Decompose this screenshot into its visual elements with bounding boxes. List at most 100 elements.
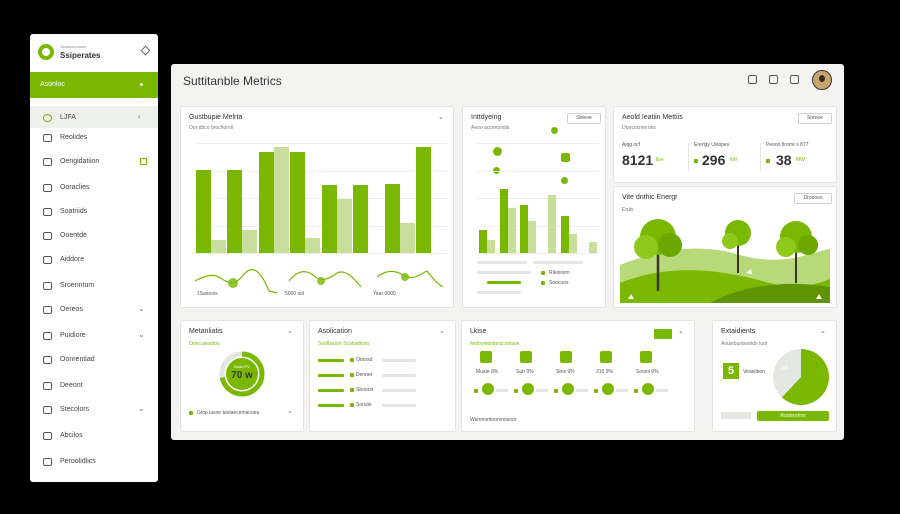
- grid-icon: [43, 158, 52, 166]
- sidebar-item[interactable]: Deeont: [30, 378, 158, 396]
- filter-button[interactable]: Sorooe: [798, 113, 832, 124]
- progress-bar: [487, 281, 521, 284]
- sidebar-subtitle: Ssuosocoosos: [60, 44, 87, 49]
- legend-swatch: [541, 281, 545, 285]
- action-button[interactable]: Rooloorloni: [757, 411, 829, 421]
- chart-bar: [400, 223, 415, 253]
- card-footer: Wsrenoritoorvonsoor: [470, 417, 517, 423]
- sun-icon: [493, 147, 502, 156]
- sidebar-item[interactable]: Ooentde: [30, 228, 158, 246]
- chart-bar: [242, 230, 257, 253]
- stat-label: Aiqg ocf: [622, 142, 641, 148]
- bar: [382, 389, 416, 392]
- list-item-label: Ooorsd: [356, 357, 373, 363]
- sidebar-item-label: Peroolidlics: [60, 458, 96, 465]
- doc-icon: [43, 458, 52, 466]
- globe-icon: [43, 282, 52, 290]
- card-energy: Vite dnthic Energr Eruls Droooos: [613, 186, 837, 308]
- bar: [382, 374, 416, 377]
- gridline: [477, 226, 599, 227]
- chart-bar: [479, 230, 487, 253]
- chevron-down-icon[interactable]: ⌄: [820, 328, 826, 335]
- plant-icon: [482, 383, 494, 395]
- chevron-down-icon[interactable]: ⌄: [138, 304, 145, 313]
- bar: [576, 389, 588, 392]
- sidebar-item[interactable]: Sroenntum: [30, 278, 158, 296]
- leaf-icon: [350, 403, 354, 407]
- sidebar-item[interactable]: LJFA ‹: [30, 110, 158, 128]
- gridline: [477, 198, 599, 199]
- category-value: Muste 8%: [476, 369, 499, 375]
- mini-chart-label: 5000 ool: [285, 291, 305, 297]
- bar: [496, 389, 508, 392]
- page-title: Suttitanble Metrics: [183, 74, 282, 88]
- bolt-icon: [43, 256, 52, 264]
- sidebar-item-label: Puidiore: [60, 332, 86, 339]
- sidebar-item[interactable]: Oereos ⌄: [30, 302, 158, 320]
- sidebar-item-label: LJFA: [60, 114, 76, 121]
- legend-swatch: [541, 271, 545, 275]
- card-application: Asolication Sooflasore Scoloatition ⌄ Oo…: [309, 320, 456, 432]
- chevron-down-icon[interactable]: ⌄: [678, 328, 684, 335]
- category-value: 216 9%: [596, 369, 613, 375]
- sidebar-item-active[interactable]: Asonloc: [30, 72, 158, 98]
- list-item[interactable]: Denner: [310, 370, 455, 382]
- chevron-down-icon[interactable]: ⌄: [138, 404, 145, 413]
- chart-bar: [337, 199, 352, 253]
- sidebar-item[interactable]: Reolides: [30, 130, 158, 148]
- list-item[interactable]: Sboorst: [310, 385, 455, 397]
- category-list: Muste 8% Sub 9% Stns 9% 216 9% Sooiol 9%: [462, 351, 694, 411]
- sidebar-item[interactable]: Ooraclies: [30, 180, 158, 198]
- pie-slice: [781, 349, 829, 405]
- sidebar-title: Ssiperates: [60, 51, 101, 60]
- list-item[interactable]: Soruiie: [310, 400, 455, 412]
- chart-bar: [487, 240, 495, 253]
- gridline: [195, 171, 447, 172]
- chevron-left-icon[interactable]: ‹: [138, 112, 141, 121]
- share-icon[interactable]: [748, 75, 757, 84]
- doc-icon: [43, 208, 52, 216]
- list-icon: [43, 134, 52, 142]
- sidebar-item[interactable]: Stecolors ⌄: [30, 402, 158, 420]
- stat-value: 296: [702, 152, 726, 168]
- card-title: Extaidients: [721, 328, 756, 335]
- chevron-down-icon[interactable]: ⌄: [138, 330, 145, 339]
- bar-chart: [477, 143, 599, 254]
- sidebar-item-label: Deeont: [60, 382, 83, 389]
- card-subtitle: Nrdoonlonianccosiaoe: [470, 341, 520, 347]
- application-list: Ooorsd Denner Sboorst Soruiie: [310, 355, 455, 425]
- sidebar-item[interactable]: Oengidatiion: [30, 154, 158, 172]
- document-icon[interactable]: [769, 75, 778, 84]
- card-title: Gustbupie Melrta: [189, 114, 243, 121]
- chevron-down-icon[interactable]: ⌄: [438, 114, 444, 121]
- sidebar-item[interactable]: Puidiore ⌄: [30, 328, 158, 346]
- sidebar-item[interactable]: Soatriids: [30, 204, 158, 222]
- chevron-down-icon[interactable]: ⌄: [287, 408, 293, 415]
- list-item[interactable]: Ooorsd: [310, 355, 455, 367]
- sidebar-item[interactable]: Aiddore: [30, 252, 158, 270]
- sidebar-item[interactable]: Peroolidlics: [30, 454, 158, 472]
- chart-bar: [305, 238, 320, 253]
- legend-line: [477, 261, 527, 264]
- avatar[interactable]: [812, 70, 832, 90]
- grid-icon: [480, 351, 492, 363]
- file-icon: [43, 332, 52, 340]
- sidebar-item[interactable]: Abcilos: [30, 428, 158, 446]
- dot-icon: [634, 389, 638, 393]
- sidebar-item[interactable]: Oonrentiad: [30, 352, 158, 370]
- chevron-down-icon[interactable]: ⌄: [439, 328, 445, 335]
- diamond-icon[interactable]: [140, 45, 151, 56]
- sidebar-item-label: Ooentde: [60, 232, 87, 239]
- chart-bar: [259, 152, 274, 253]
- chart-bar: [274, 147, 289, 253]
- chart-icon: [43, 184, 52, 192]
- gauge-value: 70 w: [231, 370, 253, 381]
- filter-button[interactable]: Droooos: [794, 193, 832, 204]
- chart-bar: [290, 152, 305, 253]
- chevron-down-icon[interactable]: ⌄: [287, 328, 293, 335]
- notification-icon[interactable]: [790, 75, 799, 84]
- stat-unit: MW: [796, 157, 805, 163]
- filter-button[interactable]: Sbleoe: [567, 113, 601, 124]
- leaf-icon: [189, 411, 193, 415]
- chart-bar: [561, 216, 569, 253]
